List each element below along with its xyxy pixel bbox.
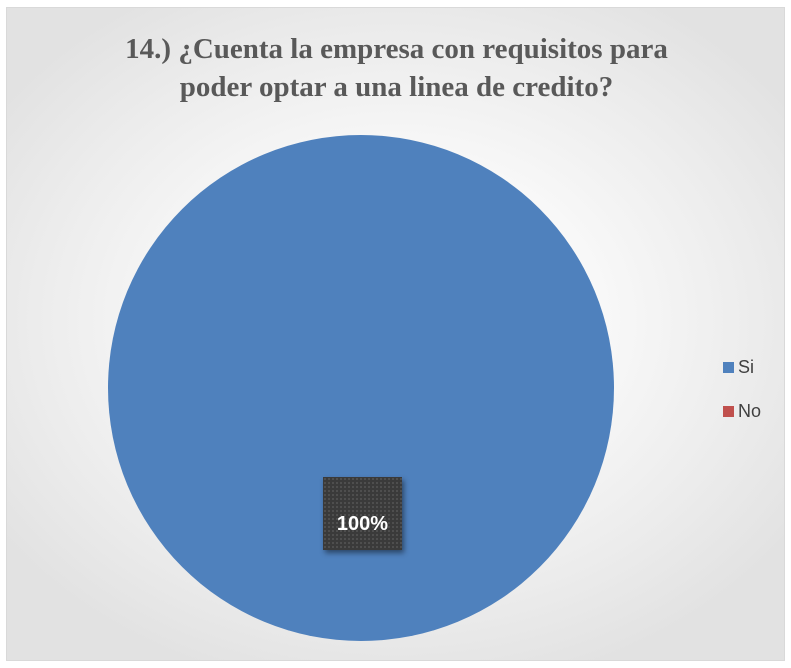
chart-title: 14.) ¿Cuenta la empresa con requisitos p… xyxy=(7,30,784,106)
chart-title-line-2: poder optar a una linea de credito? xyxy=(179,71,614,103)
chart-title-line-1: 14.) ¿Cuenta la empresa con requisitos p… xyxy=(125,33,668,65)
data-label-si-text: 100% xyxy=(336,513,389,535)
legend-swatch-no xyxy=(723,405,734,417)
pie-slices xyxy=(108,135,614,641)
legend-item-no: No xyxy=(723,400,761,422)
legend-label-si: Si xyxy=(738,356,755,377)
pie-plot xyxy=(108,135,614,641)
data-label-si: 100% xyxy=(323,477,402,550)
legend-label-no: No xyxy=(738,400,762,421)
legend-item-si: Si xyxy=(723,356,761,378)
chart-area: 14.) ¿Cuenta la empresa con requisitos p… xyxy=(6,7,785,661)
legend-swatch-si xyxy=(723,361,734,373)
pie-slice-si xyxy=(108,135,614,641)
legend: Si No xyxy=(723,356,761,444)
